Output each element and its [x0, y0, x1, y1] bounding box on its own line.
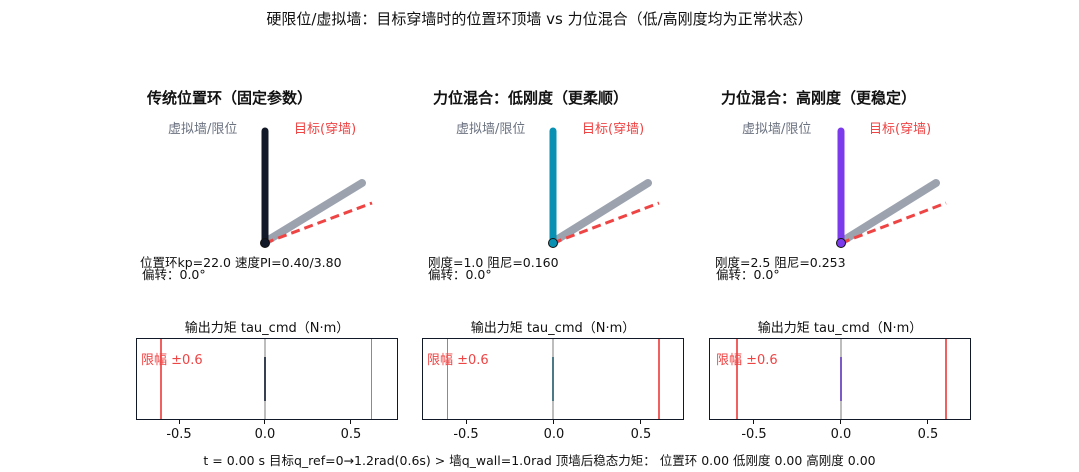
target-label: 目标(穿墙)	[869, 122, 932, 137]
deflection-info: 偏转：0.0°	[716, 267, 780, 282]
limit-label: 限幅 ±0.6	[427, 353, 489, 368]
params-info: 刚度=1.0 阻尼=0.160	[428, 255, 559, 270]
wall-label: 虚拟墙/限位	[168, 122, 238, 137]
target-label: 目标(穿墙)	[294, 122, 357, 137]
limit-line-positive	[945, 339, 947, 419]
torque-chart-title: 输出力矩 tau_cmd（N·m）	[757, 321, 923, 336]
figure-title: 硬限位/虚拟墙：目标穿墙时的位置环顶墙 vs 力位混合（低/高刚度均为正常状态）	[266, 10, 813, 28]
target-label: 目标(穿墙)	[582, 122, 645, 137]
limit-label: 限幅 ±0.6	[141, 353, 203, 368]
torque-chart-low-stiffness: 限幅 ±0.6	[422, 338, 684, 420]
x-tick: 0.5	[340, 427, 362, 442]
panel-title-position-loop: 传统位置环（固定参数）	[147, 89, 313, 107]
params-info: 刚度=2.5 阻尼=0.253	[715, 255, 846, 270]
params-info: 位置环kp=22.0 速度PI=0.40/3.80	[140, 255, 342, 270]
torque-bar	[264, 357, 266, 401]
torque-chart-title: 输出力矩 tau_cmd（N·m）	[470, 321, 636, 336]
tick-mark	[264, 420, 265, 424]
limit-line-negative	[736, 339, 738, 419]
tick-mark	[840, 420, 841, 424]
x-tick: 0.0	[254, 427, 276, 442]
tick-mark	[753, 420, 754, 424]
status-footer: t = 0.00 s 目标q_ref=0→1.2rad(0.6s) > 墙q_w…	[203, 453, 876, 468]
limit-line-negative	[447, 339, 448, 419]
wall-label: 虚拟墙/限位	[456, 122, 526, 137]
torque-chart-position-loop: 限幅 ±0.6	[136, 338, 398, 420]
tick-mark	[179, 420, 180, 424]
limit-line-negative	[160, 339, 162, 419]
limit-label: 限幅 ±0.6	[716, 353, 778, 368]
torque-chart-high-stiffness: 限幅 ±0.6	[709, 338, 971, 420]
tick-mark	[466, 420, 467, 424]
x-tick: -0.5	[741, 427, 767, 442]
tick-mark	[640, 420, 641, 424]
wall-label: 虚拟墙/限位	[742, 122, 812, 137]
x-tick: 0.0	[830, 427, 852, 442]
tick-mark	[350, 420, 351, 424]
limit-line-positive	[658, 339, 660, 419]
tick-mark	[927, 420, 928, 424]
x-tick: -0.5	[166, 427, 192, 442]
tick-mark	[553, 420, 554, 424]
torque-chart-title: 输出力矩 tau_cmd（N·m）	[184, 321, 350, 336]
panel-title-low-stiffness: 力位混合：低刚度（更柔顺）	[433, 89, 629, 107]
torque-bar	[840, 357, 842, 401]
x-tick: 0.5	[917, 427, 939, 442]
deflection-info: 偏转：0.0°	[142, 267, 206, 282]
x-tick: -0.5	[453, 427, 479, 442]
limit-line-positive	[371, 339, 372, 419]
torque-bar	[552, 357, 554, 401]
x-tick: 0.0	[543, 427, 565, 442]
deflection-info: 偏转：0.0°	[428, 267, 492, 282]
x-tick: 0.5	[630, 427, 652, 442]
panel-title-high-stiffness: 力位混合：高刚度（更稳定）	[721, 89, 917, 107]
